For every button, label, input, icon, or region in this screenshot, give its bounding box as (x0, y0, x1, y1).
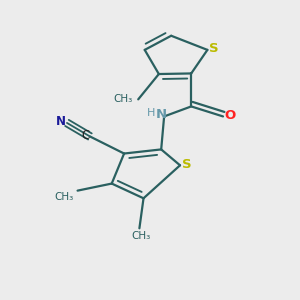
Text: CH₃: CH₃ (131, 231, 151, 241)
Text: N: N (156, 109, 167, 122)
Text: O: O (224, 109, 236, 122)
Text: S: S (182, 158, 191, 171)
Text: S: S (209, 42, 219, 55)
Text: H: H (146, 108, 155, 118)
Text: CH₃: CH₃ (55, 192, 74, 202)
Text: CH₃: CH₃ (114, 94, 133, 104)
Text: N: N (56, 115, 66, 128)
Text: C: C (81, 129, 90, 142)
